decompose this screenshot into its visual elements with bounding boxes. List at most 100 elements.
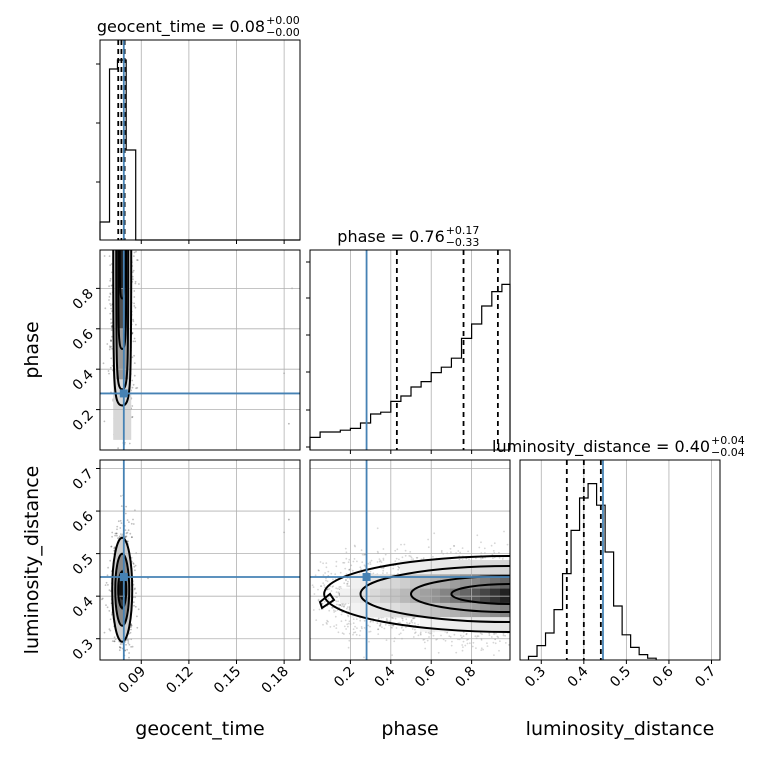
scatter-point: [422, 557, 425, 559]
scatter-point: [133, 305, 136, 307]
scatter-point: [134, 587, 136, 590]
scatter-point: [126, 519, 129, 521]
scatter-point: [321, 602, 324, 605]
scatter-point: [345, 578, 347, 581]
scatter-point: [408, 555, 411, 557]
scatter-point: [475, 647, 477, 649]
scatter-point: [127, 640, 130, 642]
scatter-point: [335, 591, 338, 593]
scatter-point: [401, 619, 404, 622]
scatter-point: [128, 442, 131, 445]
scatter-point: [363, 619, 366, 622]
scatter-point: [334, 615, 337, 618]
scatter-point: [327, 597, 330, 600]
scatter-point: [446, 631, 448, 634]
scatter-point: [377, 633, 380, 635]
scatter-point: [113, 640, 116, 643]
scatter-point: [346, 582, 349, 585]
scatter-point: [376, 622, 379, 625]
scatter-point: [347, 580, 349, 583]
scatter-point: [480, 649, 483, 651]
scatter-point: [345, 628, 347, 630]
scatter-point: [360, 549, 363, 552]
scatter-point: [498, 649, 500, 652]
scatter-point: [462, 646, 464, 648]
scatter-point: [126, 531, 129, 534]
scatter-point: [325, 622, 328, 624]
scatter-point: [504, 634, 506, 637]
scatter-point: [109, 366, 112, 369]
scatter-point: [369, 561, 372, 564]
scatter-point: [338, 594, 341, 596]
scatter-point: [106, 343, 109, 345]
scatter-point: [106, 606, 109, 609]
scatter-point: [481, 633, 483, 636]
scatter-point: [115, 532, 118, 535]
scatter-point: [327, 620, 329, 623]
scatter-point: [394, 560, 397, 562]
scatter-point: [348, 620, 351, 623]
scatter-point: [120, 495, 122, 497]
scatter-point: [118, 649, 121, 652]
scatter-point: [422, 639, 425, 641]
scatter-point: [403, 543, 406, 546]
scatter-point: [401, 617, 404, 620]
scatter-point: [318, 569, 320, 572]
scatter-point: [466, 642, 469, 645]
scatter-point: [341, 632, 344, 635]
scatter-point: [448, 635, 451, 637]
scatter-point: [104, 307, 107, 310]
scatter-point: [360, 568, 362, 571]
scatter-point: [401, 617, 403, 619]
scatter-point: [109, 278, 112, 280]
scatter-point: [326, 623, 328, 625]
scatter-point: [475, 557, 477, 560]
scatter-point: [354, 545, 356, 548]
scatter-point: [103, 255, 106, 257]
scatter-point: [492, 557, 494, 559]
scatter-point: [335, 565, 338, 568]
scatter-point: [335, 624, 338, 626]
scatter-point: [116, 528, 118, 531]
scatter-point: [336, 603, 338, 606]
scatter-point: [324, 572, 326, 574]
scatter-point: [392, 624, 395, 627]
scatter-point: [119, 527, 122, 529]
scatter-point: [108, 296, 111, 298]
scatter-point: [398, 567, 401, 569]
scatter-point: [394, 549, 397, 552]
scatter-point: [114, 532, 117, 535]
scatter-point: [120, 505, 123, 507]
scatter-point: [101, 597, 104, 600]
scatter-point: [125, 643, 127, 646]
scatter-point: [412, 558, 414, 560]
scatter-point: [346, 585, 349, 587]
scatter-point: [363, 554, 365, 556]
scatter-point: [326, 580, 329, 583]
scatter-point: [335, 560, 338, 563]
scatter-point: [414, 632, 416, 634]
scatter-point: [132, 278, 134, 280]
scatter-point: [108, 348, 111, 351]
scatter-point: [124, 512, 127, 515]
scatter-point: [110, 325, 113, 328]
scatter-point: [370, 620, 372, 623]
scatter-point: [131, 386, 134, 389]
scatter-point: [412, 617, 415, 620]
scatter-point: [117, 537, 119, 540]
scatter-point: [133, 604, 135, 607]
scatter-point: [117, 447, 119, 450]
scatter-point: [337, 600, 339, 603]
scatter-point: [429, 632, 431, 635]
scatter-point: [315, 619, 318, 621]
scatter-point: [125, 532, 128, 535]
scatter-point: [110, 318, 112, 321]
scatter-point: [367, 562, 370, 565]
scatter-point: [352, 628, 355, 631]
scatter-point: [492, 641, 495, 644]
scatter-point: [343, 633, 345, 635]
scatter-point: [348, 639, 351, 642]
scatter-point: [136, 626, 139, 629]
scatter-point: [369, 570, 372, 573]
scatter-point: [499, 640, 501, 643]
